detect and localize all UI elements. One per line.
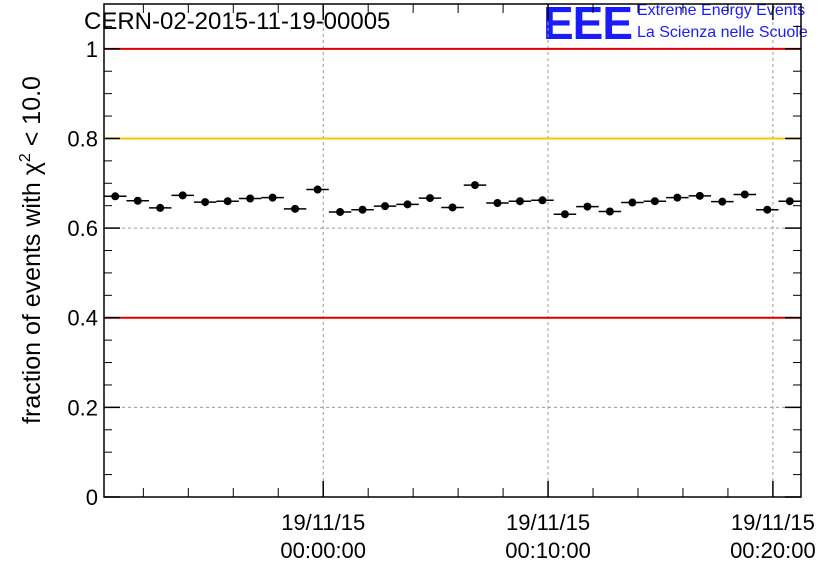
x-tick-date-label: 19/11/15 <box>281 510 365 535</box>
data-marker <box>650 197 659 206</box>
data-point <box>193 198 217 207</box>
data-point <box>688 191 712 200</box>
logo-line-1: Extreme Energy Events <box>637 2 806 19</box>
data-point <box>486 198 509 207</box>
data-marker <box>763 205 772 214</box>
data-marker <box>718 197 727 206</box>
data-marker <box>223 197 232 206</box>
data-point <box>261 193 284 202</box>
data-marker <box>448 203 457 212</box>
data-marker <box>201 198 210 207</box>
logo-line-2: La Scienza nelle Scuole <box>637 24 808 41</box>
y-tick-label: 0.4 <box>67 306 98 331</box>
data-marker <box>515 197 524 206</box>
data-marker <box>313 185 322 194</box>
data-marker <box>291 204 300 213</box>
data-marker <box>695 191 704 200</box>
data-point <box>598 207 622 216</box>
y-tick-label: 0.2 <box>67 395 98 420</box>
data-marker <box>583 202 592 211</box>
data-point <box>373 202 397 211</box>
data-marker <box>246 194 255 203</box>
x-tick-time-label: 00:10:00 <box>505 538 591 563</box>
data-marker <box>336 207 345 216</box>
data-point <box>126 196 149 205</box>
data-marker <box>403 200 412 209</box>
y-tick-label: 0.6 <box>67 216 98 241</box>
data-point <box>216 197 239 206</box>
run-title: CERN-02-2015-11-19-00005 <box>84 8 391 35</box>
x-tick-date-label: 19/11/15 <box>506 510 590 535</box>
data-point <box>441 203 464 212</box>
eee-logo: EEE <box>543 0 633 49</box>
data-marker <box>740 190 749 199</box>
data-point <box>418 194 442 203</box>
data-marker <box>628 198 637 207</box>
data-point <box>148 203 172 212</box>
reference-lines <box>104 47 801 319</box>
data-marker <box>133 196 142 205</box>
data-point <box>733 190 757 199</box>
data-marker <box>111 192 120 201</box>
data-marker <box>538 196 547 205</box>
x-tick-time-label: 00:00:00 <box>280 538 366 563</box>
y-tick-label: 1 <box>86 37 98 62</box>
data-point <box>643 197 667 206</box>
data-marker <box>605 207 614 216</box>
data-point <box>104 192 127 201</box>
data-marker <box>493 198 502 207</box>
data-marker <box>785 197 794 206</box>
data-marker <box>673 193 682 202</box>
data-marker <box>470 181 479 190</box>
data-marker <box>426 194 435 203</box>
data-point <box>711 197 734 206</box>
data-point <box>508 197 532 206</box>
data-point <box>328 207 352 216</box>
data-layer <box>104 181 801 219</box>
data-marker <box>156 203 165 212</box>
data-marker <box>381 202 390 211</box>
plot-frame <box>103 3 802 498</box>
data-point <box>463 181 487 190</box>
data-point <box>238 194 262 203</box>
data-point <box>306 185 329 194</box>
y-tick-label: 0 <box>86 485 98 510</box>
data-point <box>171 191 194 200</box>
data-point <box>756 205 779 214</box>
axis-layer: 0 0.2 0.4 0.6 0.8 1 19/11/15 00:00:00 19/11/15 00… <box>67 3 816 563</box>
data-point <box>778 197 801 206</box>
data-point <box>283 204 307 213</box>
data-point <box>553 210 577 219</box>
data-point <box>351 205 374 214</box>
y-axis-label: fraction of events with χ2 < 10.0 <box>17 76 46 424</box>
data-point <box>576 202 599 211</box>
data-marker <box>358 205 367 214</box>
data-point <box>531 196 554 205</box>
data-marker <box>560 210 569 219</box>
data-point <box>621 198 644 207</box>
data-marker <box>268 193 277 202</box>
x-tick-date-label: 19/11/15 <box>731 510 815 535</box>
y-tick-label: 0.8 <box>67 126 98 151</box>
grid-layer <box>104 4 801 497</box>
data-marker <box>178 191 187 200</box>
data-point <box>396 200 419 209</box>
data-point <box>666 193 689 202</box>
x-tick-time-label: 00:20:00 <box>730 538 816 563</box>
